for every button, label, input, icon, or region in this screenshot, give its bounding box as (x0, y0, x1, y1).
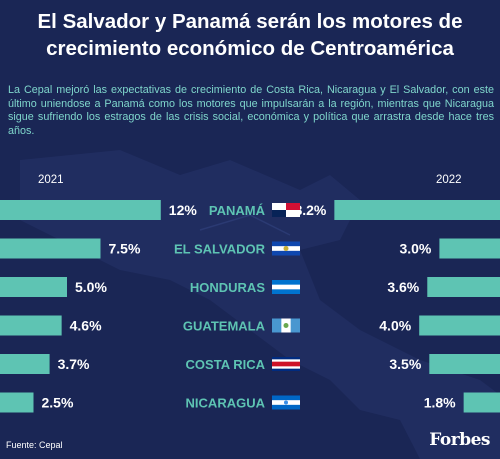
bar-2022 (463, 392, 500, 413)
map-landmass (20, 150, 500, 459)
bar-2021 (0, 200, 161, 220)
flag-stripe (272, 284, 300, 290)
bar-2021 (0, 238, 101, 259)
bar-2021 (0, 277, 67, 297)
country-label: EL SALVADOR (174, 242, 266, 257)
bar-2022 (334, 200, 500, 220)
chart-title: El Salvador y Panamá serán los motores d… (37, 10, 463, 60)
data-label-2022: 3.5% (389, 356, 421, 372)
country-label: COSTA RICA (186, 357, 266, 372)
flag-emblem (284, 400, 288, 405)
bar-2022 (429, 354, 500, 374)
data-label-2021: 12% (169, 202, 198, 218)
series-label-2022: 2022 (436, 174, 462, 186)
series-label-2021: 2021 (38, 174, 64, 186)
data-label-2022: 8.2% (294, 202, 326, 218)
bar-2021 (0, 354, 50, 374)
bar-2022 (419, 315, 500, 336)
data-label-2021: 5.0% (75, 279, 107, 295)
data-label-2021: 7.5% (109, 241, 141, 257)
data-label-2022: 3.0% (399, 241, 431, 257)
bar-2021 (0, 392, 34, 413)
chart-subtitle: La Cepal mejoró las expectativas de crec… (8, 84, 494, 137)
data-label-2021: 3.7% (58, 356, 90, 372)
flag-emblem (283, 246, 289, 251)
forbes-logo: Forbes (429, 430, 490, 450)
bar-2022 (439, 238, 500, 259)
data-label-2021: 2.5% (42, 395, 74, 411)
country-label: GUATEMALA (183, 319, 266, 334)
country-label: PANAMÁ (209, 203, 266, 218)
flag-stripe-red (272, 361, 300, 367)
flag-quarter-blue (272, 210, 286, 217)
data-label-2022: 1.8% (424, 395, 456, 411)
flag-quarter-red (286, 203, 300, 210)
flag-emblem (283, 323, 289, 328)
bar-2021 (0, 315, 62, 336)
data-label-2022: 4.0% (379, 318, 411, 334)
data-label-2021: 4.6% (70, 318, 102, 334)
bar-2022 (427, 277, 500, 297)
country-label: NICARAGUA (186, 396, 266, 411)
data-label-2022: 3.6% (387, 279, 419, 295)
map-border (199, 214, 291, 236)
country-label: HONDURAS (190, 280, 265, 295)
source-note: Fuente: Cepal (6, 440, 63, 450)
